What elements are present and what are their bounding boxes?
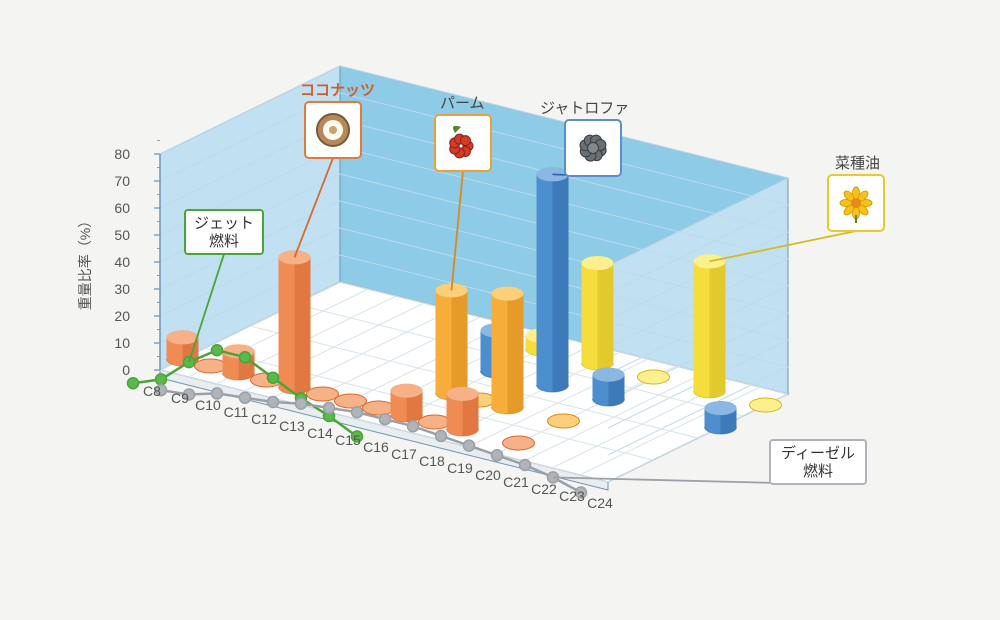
x-tick-label: C15: [335, 432, 361, 448]
y-tick-label: 20: [114, 308, 130, 324]
x-tick-label: C17: [391, 446, 417, 462]
y-tick-label: 70: [114, 173, 130, 189]
palm-icon-box: [435, 115, 491, 171]
svg-text:燃料: 燃料: [803, 462, 833, 480]
coconut-label: ココナッツ: [300, 82, 375, 99]
fuel-carbon-3d-bar-chart: 0 10 20 30 40 50 60 70 80 重量比率（%） C8 C9 C10C11C12C13…: [0, 0, 1000, 620]
svg-text:燃料: 燃料: [209, 232, 239, 250]
y-tick-label: 60: [114, 200, 130, 216]
y-tick-label: 50: [114, 227, 130, 243]
x-tick-label: C22: [531, 481, 557, 497]
diesel-label: ディーゼル燃料: [770, 440, 866, 484]
x-tick-label: C10: [195, 397, 221, 413]
x-tick-label: C23: [559, 488, 585, 504]
x-tick-label: C12: [251, 411, 277, 427]
rapeseed-icon-box: [828, 175, 884, 231]
jetfuel-label: ジェット燃料: [185, 210, 263, 254]
palm-label: パーム: [440, 95, 485, 112]
coconut-icon-box: [305, 102, 361, 158]
svg-text:ディーゼル: ディーゼル: [781, 444, 855, 462]
y-tick-label: 30: [114, 281, 130, 297]
x-tick-label: C11: [224, 404, 249, 420]
x-tick-label: C8: [143, 383, 161, 399]
y-tick-label: 0: [122, 362, 130, 378]
x-tick-label: C14: [307, 425, 333, 441]
x-tick-label: C20: [475, 467, 501, 483]
x-tick-label: C19: [447, 460, 473, 476]
x-tick-label: C18: [419, 453, 445, 469]
jatropha-icon-box: [565, 120, 621, 176]
x-tick-label: C13: [279, 418, 305, 434]
y-tick-label: 10: [114, 335, 130, 351]
rapeseed-label: 菜種油: [835, 155, 880, 172]
jatropha-label: ジャトロファ: [540, 100, 629, 117]
y-axis-label: 重量比率（%）: [77, 214, 93, 310]
x-tick-label: C21: [503, 474, 529, 490]
y-tick-label: 40: [114, 254, 130, 270]
svg-text:ジェット: ジェット: [194, 215, 254, 232]
y-tick-label: 80: [114, 146, 130, 162]
x-tick-label: C9: [171, 390, 189, 406]
x-tick-label: C16: [363, 439, 389, 455]
x-tick-label: C24: [587, 495, 613, 511]
